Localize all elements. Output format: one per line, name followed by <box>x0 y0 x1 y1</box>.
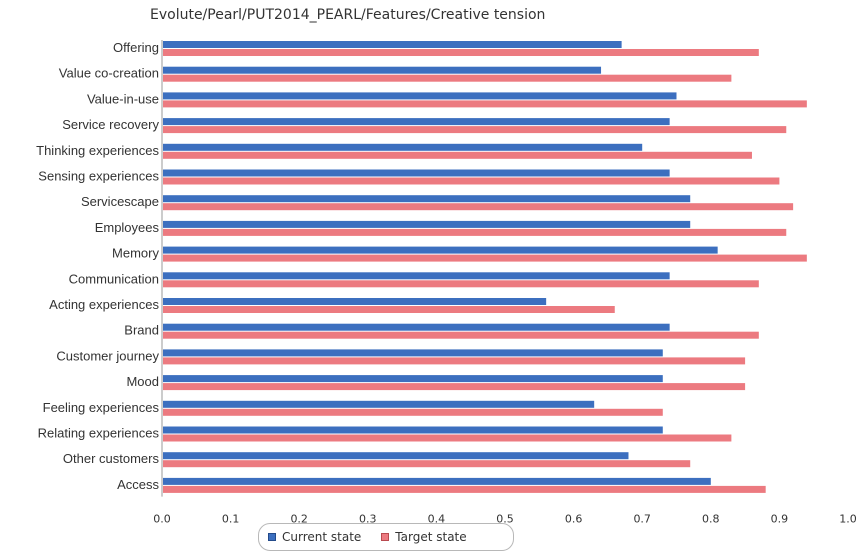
category-label-service-recovery: Service recovery <box>62 117 159 132</box>
category-label-servicescape: Servicescape <box>81 194 159 209</box>
bar-target-state-relating-experiences[interactable] <box>163 434 732 442</box>
bar-target-state-employees[interactable] <box>163 228 787 236</box>
bar-target-state-brand[interactable] <box>163 331 759 339</box>
bar-target-state-access[interactable] <box>163 485 766 493</box>
chart-title: Evolute/Pearl/PUT2014_PEARL/Features/Cre… <box>150 7 546 23</box>
x-tick-label: 0.2 <box>290 513 308 526</box>
category-label-sensing-experiences: Sensing experiences <box>38 169 159 184</box>
bar-current-state-mood[interactable] <box>163 375 663 383</box>
bar-current-state-sensing-experiences[interactable] <box>163 169 670 177</box>
bar-current-state-employees[interactable] <box>163 220 691 228</box>
x-tick-label: 0.1 <box>222 513 240 526</box>
bar-current-state-acting-experiences[interactable] <box>163 298 547 305</box>
category-label-memory: Memory <box>112 246 159 261</box>
category-label-customer-journey: Customer journey <box>56 348 159 363</box>
bar-current-state-offering[interactable] <box>163 41 622 48</box>
legend-swatch-target <box>381 533 390 541</box>
category-label-value-co-creation: Value co-creation <box>59 66 159 81</box>
bar-current-state-other-customers[interactable] <box>163 452 629 460</box>
category-label-acting-experiences: Acting experiences <box>49 297 159 312</box>
bar-target-state-value-co-creation[interactable] <box>163 74 732 82</box>
x-tick-label: 0.8 <box>702 513 720 526</box>
x-tick-label: 0.9 <box>771 513 789 526</box>
bar-current-state-service-recovery[interactable] <box>163 118 670 126</box>
category-label-communication: Communication <box>69 271 159 286</box>
bar-current-state-value-co-creation[interactable] <box>163 66 602 74</box>
bar-current-state-feeling-experiences[interactable] <box>163 400 595 408</box>
bar-current-state-communication[interactable] <box>163 272 670 280</box>
legend-swatch-current <box>268 533 276 541</box>
category-label-relating-experiences: Relating experiences <box>38 426 160 441</box>
bar-target-state-service-recovery[interactable] <box>163 126 787 134</box>
x-tick-label: 0.6 <box>565 513 583 526</box>
bar-target-state-feeling-experiences[interactable] <box>163 408 663 416</box>
bar-target-state-servicescape[interactable] <box>163 203 794 211</box>
bar-target-state-customer-journey[interactable] <box>163 357 746 365</box>
bar-current-state-brand[interactable] <box>163 323 670 331</box>
category-label-thinking-experiences: Thinking experiences <box>36 143 159 158</box>
bar-target-state-acting-experiences[interactable] <box>163 306 615 313</box>
category-label-feeling-experiences: Feeling experiences <box>43 400 160 415</box>
category-label-employees: Employees <box>95 220 160 235</box>
bar-current-state-relating-experiences[interactable] <box>163 426 663 434</box>
bar-target-state-thinking-experiences[interactable] <box>163 151 752 159</box>
bar-target-state-communication[interactable] <box>163 280 759 288</box>
x-tick-label: 0.5 <box>496 513 514 526</box>
bar-current-state-customer-journey[interactable] <box>163 349 663 357</box>
bar-current-state-servicescape[interactable] <box>163 195 691 203</box>
category-label-access: Access <box>117 477 159 492</box>
bar-target-state-offering[interactable] <box>163 49 759 56</box>
x-tick-label: 0.4 <box>428 513 446 526</box>
category-label-brand: Brand <box>124 323 159 338</box>
category-label-other-customers: Other customers <box>63 451 160 466</box>
bar-current-state-value-in-use[interactable] <box>163 92 677 100</box>
bar-target-state-value-in-use[interactable] <box>163 100 807 108</box>
category-label-value-in-use: Value-in-use <box>87 91 159 106</box>
x-tick-label: 0.7 <box>633 513 651 526</box>
x-tick-label: 1.0 <box>839 513 857 526</box>
bar-current-state-access[interactable] <box>163 477 711 485</box>
legend-item-target[interactable]: Target state <box>381 530 467 544</box>
legend: Current state Target state <box>258 523 514 551</box>
category-label-offering: Offering <box>113 40 159 55</box>
legend-label-current: Current state <box>282 530 362 544</box>
legend-label-target: Target state <box>395 530 467 544</box>
bar-target-state-mood[interactable] <box>163 383 746 391</box>
x-tick-label: 0.0 <box>153 513 171 526</box>
x-tick-label: 0.3 <box>359 513 377 526</box>
legend-item-current[interactable]: Current state <box>268 530 361 544</box>
bar-current-state-memory[interactable] <box>163 246 718 254</box>
bar-target-state-sensing-experiences[interactable] <box>163 177 780 185</box>
bar-current-state-thinking-experiences[interactable] <box>163 143 643 151</box>
bar-target-state-other-customers[interactable] <box>163 460 691 468</box>
category-label-mood: Mood <box>126 374 159 389</box>
bar-target-state-memory[interactable] <box>163 254 807 262</box>
